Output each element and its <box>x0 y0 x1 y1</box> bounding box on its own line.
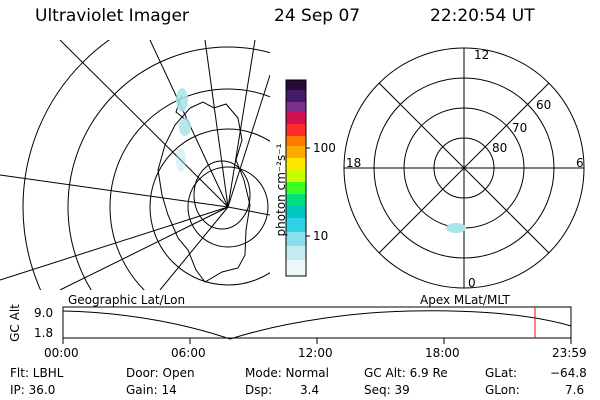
ip-info: IP: 36.0 <box>10 383 56 397</box>
time-tick-0000: 00:00 <box>44 346 79 360</box>
mlt-label-6: 6 <box>576 156 584 170</box>
altitude-ytick-max: 9.0 <box>34 306 54 320</box>
left-aurora-blobs <box>176 88 191 172</box>
altitude-ytick-min: 1.8 <box>34 326 54 340</box>
mlt-label-18: 18 <box>346 156 362 170</box>
glat-value: −64.8 <box>550 366 587 380</box>
mlat-label-70: 70 <box>512 121 528 135</box>
polar-plot <box>343 47 585 289</box>
glon-value: 7.6 <box>565 383 585 397</box>
filter-info: Flt: LBHL <box>10 366 64 380</box>
date-label: 24 Sep 07 <box>274 6 361 26</box>
altitude-ylabel: GC Alt <box>8 304 22 342</box>
geographic-title: Geographic Lat/Lon <box>68 293 186 307</box>
altitude-panel <box>62 306 572 344</box>
mlat-label-80: 80 <box>492 141 508 155</box>
mode-info: Mode: Normal <box>245 366 329 380</box>
instrument-title: Ultraviolet Imager <box>35 6 189 26</box>
mlt-label-0: 0 <box>468 276 476 290</box>
dsp-value: 3.4 <box>300 383 320 397</box>
mlt-label-12: 12 <box>474 48 490 62</box>
polar-aurora-blob <box>446 223 466 233</box>
time-tick-2359: 23:59 <box>552 346 587 360</box>
time-tick-1200: 12:00 <box>298 346 333 360</box>
mlat-label-60: 60 <box>536 98 552 112</box>
time-label: 22:20:54 UT <box>430 6 535 26</box>
time-tick-1800: 18:00 <box>425 346 460 360</box>
dsp-label: Dsp: <box>245 383 273 397</box>
seq-info: Seq: 39 <box>364 383 410 397</box>
colorbar-tick-10: 10 <box>313 229 329 243</box>
time-tick-0600: 06:00 <box>171 346 206 360</box>
glat-label: GLat: <box>485 366 518 380</box>
color-bar <box>285 79 307 277</box>
gain-info: Gain: 14 <box>126 383 177 397</box>
gc-alt-info: GC Alt: 6.9 Re <box>364 366 448 380</box>
colorbar-tick-100: 100 <box>313 141 336 155</box>
colorbar-label: photon cm⁻²s⁻¹ <box>274 143 288 237</box>
apex-title: Apex MLat/MLT <box>420 293 510 307</box>
geographic-map <box>0 40 270 290</box>
door-info: Door: Open <box>126 366 195 380</box>
glon-label: GLon: <box>485 383 520 397</box>
